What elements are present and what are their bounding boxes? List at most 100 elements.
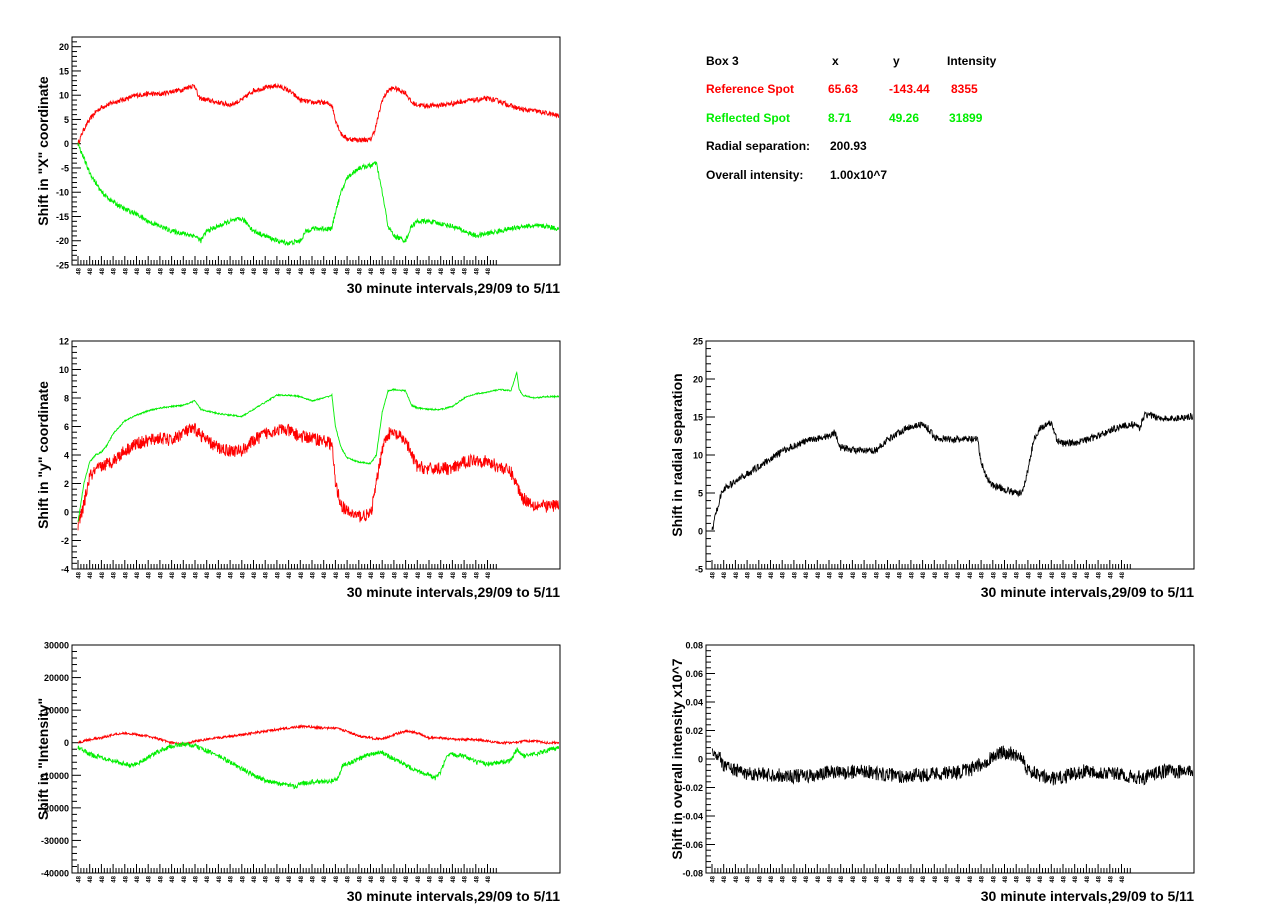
x-tick-label: 48 — [1026, 571, 1032, 578]
y-tick-label: 0 — [64, 139, 69, 149]
x-axis-title: 30 minute intervals,29/09 to 5/11 — [347, 584, 560, 600]
chart-panel-5: -0.08 -0.06 -0.04 -0.02 0 0.02 0.04 0.06 0.08 48 4… — [669, 641, 1195, 904]
x-tick-label: 48 — [77, 267, 83, 274]
x-tick-label: 48 — [77, 875, 83, 882]
y-tick-label: 25 — [693, 337, 703, 347]
x-tick-label: 48 — [474, 267, 480, 274]
x-tick-label: 48 — [1038, 571, 1044, 578]
y-tick-label: 0 — [698, 755, 703, 765]
x-tick-label: 48 — [792, 875, 798, 882]
info-col-x: x — [832, 54, 839, 68]
x-tick-label: 48 — [956, 875, 962, 882]
x-tick-label: 48 — [991, 875, 997, 882]
x-tick-label: 48 — [170, 267, 176, 274]
x-tick-label: 48 — [968, 571, 974, 578]
x-tick-label: 48 — [252, 875, 258, 882]
y-tick-label: -0.02 — [682, 783, 703, 793]
x-tick-label: 48 — [863, 875, 869, 882]
x-tick-label: 48 — [264, 571, 270, 578]
x-tick-label: 48 — [734, 875, 740, 882]
x-tick-label: 48 — [311, 571, 317, 578]
x-tick-label: 48 — [1015, 875, 1021, 882]
y-tick-label: 0 — [698, 527, 703, 537]
x-tick-label: 48 — [980, 571, 986, 578]
x-tick-label: 48 — [287, 875, 293, 882]
y-tick-label: -5 — [61, 163, 69, 173]
reference-spot-x: 65.63 — [828, 82, 859, 96]
x-tick-label: 48 — [135, 571, 141, 578]
x-tick-label: 48 — [135, 875, 141, 882]
x-tick-label: 48 — [369, 875, 375, 882]
x-tick-label: 48 — [299, 571, 305, 578]
x-tick-label: 48 — [170, 875, 176, 882]
x-tick-label: 48 — [463, 267, 469, 274]
x-tick-label: 48 — [428, 571, 434, 578]
y-tick-label: 0.02 — [685, 726, 703, 736]
x-tick-label: 48 — [416, 571, 422, 578]
x-tick-label: 48 — [1050, 875, 1056, 882]
x-tick-label: 48 — [1038, 875, 1044, 882]
x-tick-label: 48 — [439, 875, 445, 882]
x-tick-label: 48 — [229, 267, 235, 274]
x-tick-label: 48 — [88, 875, 94, 882]
y-tick-label: 15 — [59, 66, 69, 76]
info-col-intensity: Intensity — [947, 54, 997, 68]
plot-frame — [71, 340, 561, 570]
x-tick-label: 48 — [757, 875, 763, 882]
info-title: Box 3 — [706, 54, 739, 68]
x-tick-label: 48 — [392, 875, 398, 882]
y-tick-label: -15 — [56, 212, 69, 222]
x-tick-label: 48 — [933, 571, 939, 578]
x-tick-label: 48 — [769, 571, 775, 578]
x-tick-label: 48 — [1085, 875, 1091, 882]
x-tick-label: 48 — [322, 875, 328, 882]
series-line-1 — [77, 422, 559, 531]
x-tick-label: 48 — [839, 571, 845, 578]
reference-spot-label: Reference Spot — [706, 82, 795, 96]
x-tick-label: 48 — [451, 267, 457, 274]
x-tick-label: 48 — [722, 571, 728, 578]
x-tick-label: 48 — [439, 267, 445, 274]
series-line-2 — [77, 741, 559, 790]
reflected-spot-y: 49.26 — [889, 111, 920, 125]
x-tick-label: 48 — [369, 571, 375, 578]
y-tick-label: -10 — [56, 188, 69, 198]
x-tick-label: 48 — [874, 571, 880, 578]
x-tick-label: 48 — [746, 875, 752, 882]
series-line-2 — [77, 370, 559, 522]
plot-frame — [705, 644, 1195, 874]
x-tick-label: 48 — [334, 571, 340, 578]
y-tick-label: -2 — [61, 536, 69, 546]
series-line-1 — [77, 723, 559, 747]
x-tick-label: 48 — [474, 875, 480, 882]
x-tick-label: 48 — [474, 571, 480, 578]
y-tick-label: 20 — [693, 375, 703, 385]
x-tick-label: 48 — [874, 875, 880, 882]
x-tick-label: 48 — [828, 571, 834, 578]
reflected-spot-intensity: 31899 — [949, 111, 983, 125]
y-tick-label: 2 — [64, 479, 69, 489]
x-tick-label: 48 — [1108, 875, 1114, 882]
x-tick-label: 48 — [711, 571, 717, 578]
x-tick-label: 48 — [451, 875, 457, 882]
x-tick-label: 48 — [182, 875, 188, 882]
x-tick-label: 48 — [217, 267, 223, 274]
x-tick-label: 48 — [194, 571, 200, 578]
y-tick-label: 20000 — [44, 673, 69, 683]
chart-panel-1: -25 -20 -15 -10 -5 0 5 10 15 20 48 48 48 48 48 48 48 48 48… — [35, 36, 561, 296]
x-tick-label: 48 — [100, 571, 106, 578]
y-tick-label: -5 — [695, 565, 703, 575]
series-line-1 — [711, 745, 1193, 786]
x-tick-label: 48 — [945, 571, 951, 578]
y-tick-label: 12 — [59, 337, 69, 347]
y-tick-label: -30000 — [41, 836, 69, 846]
y-tick-label: -20 — [56, 236, 69, 246]
x-tick-label: 48 — [486, 267, 492, 274]
x-tick-label: 48 — [147, 875, 153, 882]
y-tick-label: 5 — [64, 115, 69, 125]
x-tick-label: 48 — [311, 267, 317, 274]
x-tick-label: 48 — [804, 571, 810, 578]
x-tick-label: 48 — [100, 875, 106, 882]
x-tick-label: 48 — [392, 571, 398, 578]
